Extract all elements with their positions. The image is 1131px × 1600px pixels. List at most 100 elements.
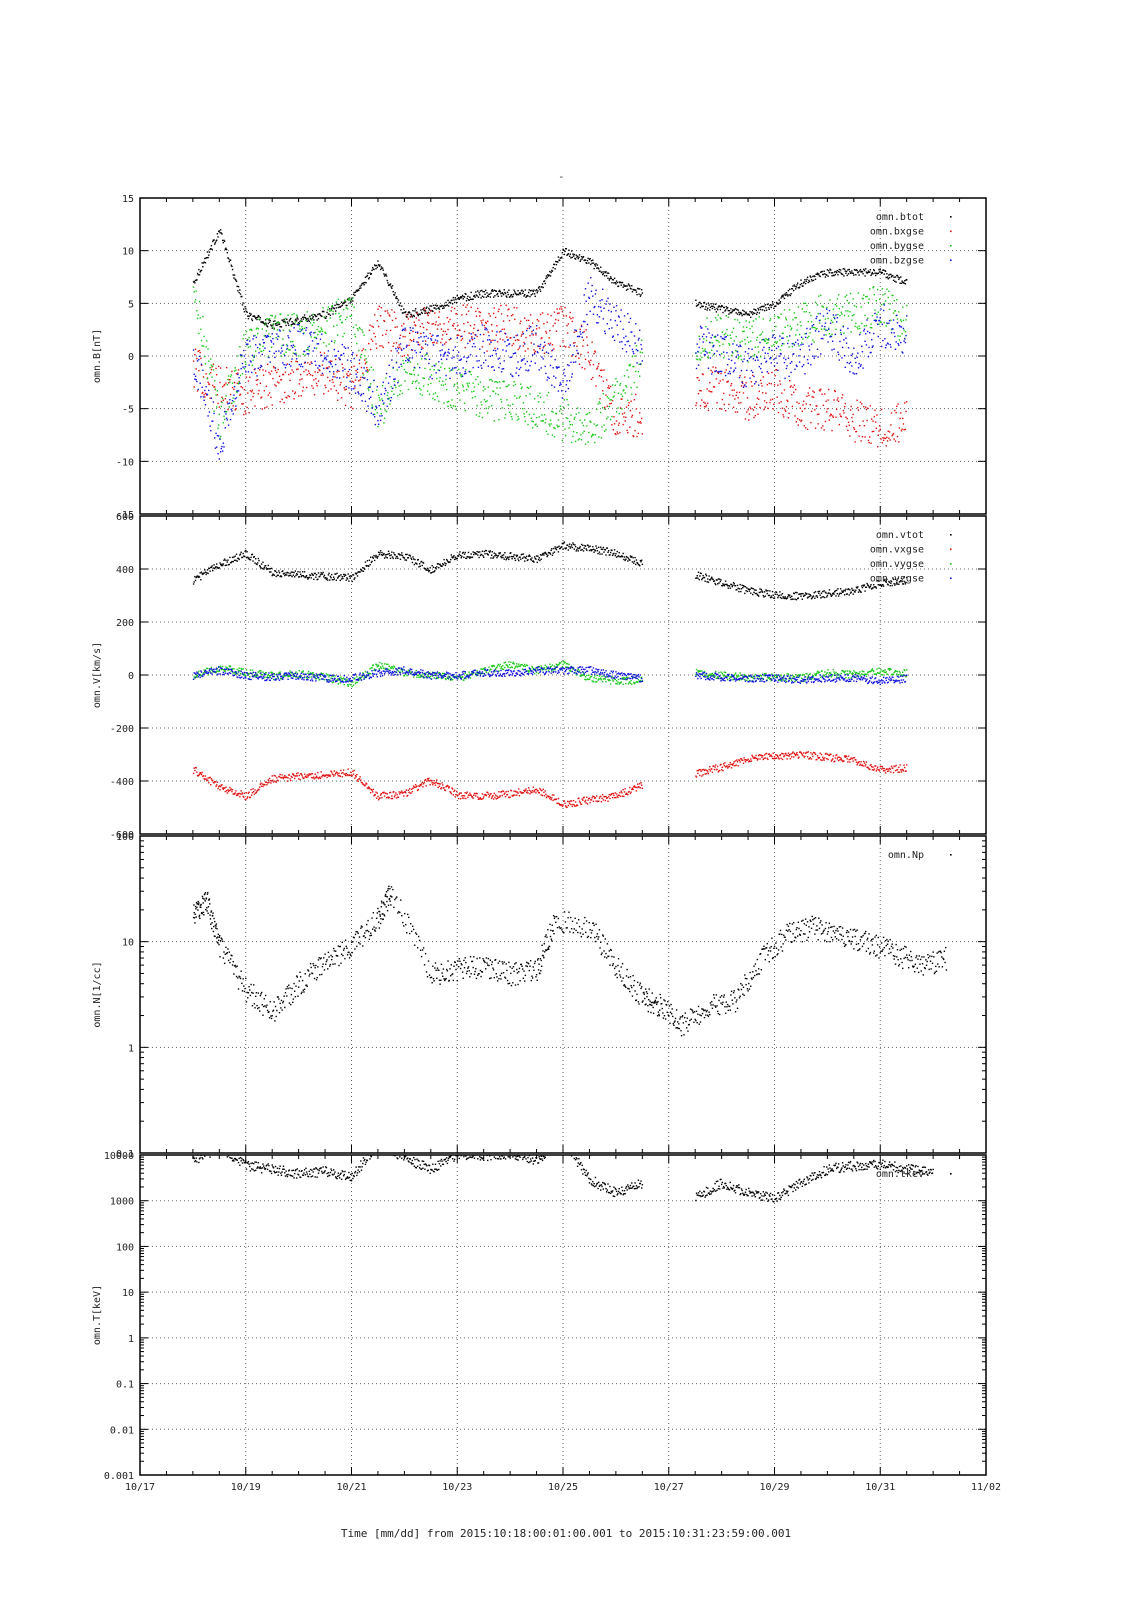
data-point xyxy=(426,567,429,570)
data-point xyxy=(625,386,628,388)
data-point xyxy=(745,382,747,384)
data-point xyxy=(721,331,724,333)
data-point xyxy=(342,376,345,378)
data-point xyxy=(492,296,495,298)
data-point xyxy=(770,306,772,309)
data-point xyxy=(758,390,761,393)
data-point xyxy=(332,576,335,578)
data-point xyxy=(627,313,629,315)
data-point xyxy=(389,283,392,285)
data-point xyxy=(287,314,289,316)
data-point xyxy=(740,385,743,387)
data-point xyxy=(564,375,566,377)
data-point xyxy=(633,560,636,563)
data-point xyxy=(355,369,357,372)
data-point xyxy=(699,358,701,360)
data-point xyxy=(422,332,425,334)
data-point xyxy=(373,332,375,335)
data-point xyxy=(391,309,393,311)
data-point xyxy=(453,356,455,358)
data-point xyxy=(729,372,731,375)
data-point xyxy=(779,349,782,351)
data-point xyxy=(469,371,472,373)
data-point xyxy=(578,547,581,549)
data-point xyxy=(461,384,464,386)
data-point xyxy=(533,352,536,354)
data-point xyxy=(859,401,862,403)
data-point xyxy=(793,353,795,355)
data-point xyxy=(270,571,272,573)
data-point xyxy=(257,314,260,317)
data-point xyxy=(763,400,766,402)
data-point xyxy=(561,412,563,415)
data-point xyxy=(580,259,582,261)
data-point xyxy=(709,306,712,308)
data-point xyxy=(559,384,561,386)
data-point xyxy=(347,573,349,575)
data-point xyxy=(239,553,242,555)
data-point xyxy=(699,359,702,361)
data-point xyxy=(720,306,722,308)
data-point xyxy=(268,571,271,573)
data-point xyxy=(486,400,488,402)
data-point xyxy=(464,409,466,412)
data-point xyxy=(218,413,221,416)
data-point xyxy=(615,310,617,312)
data-point xyxy=(241,304,244,306)
data-point xyxy=(412,314,415,317)
data-point xyxy=(872,287,874,289)
data-point xyxy=(739,344,741,346)
data-point xyxy=(729,334,731,336)
data-point xyxy=(757,594,759,596)
data-point xyxy=(563,345,566,347)
data-point xyxy=(546,394,548,397)
data-point xyxy=(629,345,631,347)
data-point xyxy=(303,571,306,573)
data-point xyxy=(474,296,476,298)
data-point xyxy=(307,348,309,351)
data-point xyxy=(724,409,727,412)
data-point xyxy=(795,364,798,367)
data-point xyxy=(529,555,531,557)
data-point xyxy=(893,299,895,302)
data-point xyxy=(781,343,784,345)
data-point xyxy=(253,354,256,357)
data-point xyxy=(242,337,244,340)
data-point xyxy=(522,402,525,404)
data-point xyxy=(220,400,223,403)
data-point xyxy=(798,355,800,357)
data-point xyxy=(583,294,585,296)
data-point xyxy=(752,313,754,316)
data-point xyxy=(724,580,727,582)
data-point xyxy=(824,328,826,330)
data-point xyxy=(592,434,595,436)
data-point xyxy=(238,380,240,383)
data-point xyxy=(608,279,611,281)
data-point xyxy=(420,358,423,360)
data-point xyxy=(839,269,842,271)
data-point xyxy=(292,571,294,573)
data-point xyxy=(590,549,592,551)
data-point xyxy=(376,320,379,322)
data-point xyxy=(438,361,440,363)
data-point xyxy=(887,296,889,299)
data-point xyxy=(832,314,835,316)
data-point xyxy=(888,274,890,276)
data-point xyxy=(710,369,712,372)
data-point xyxy=(809,404,811,406)
data-point xyxy=(327,579,329,581)
data-point xyxy=(564,306,566,309)
data-point xyxy=(264,321,267,324)
data-point xyxy=(900,341,902,344)
data-point xyxy=(497,358,499,360)
data-point xyxy=(707,328,709,330)
data-point xyxy=(508,308,510,310)
data-point xyxy=(755,589,757,591)
data-point xyxy=(773,403,775,406)
data-point xyxy=(445,563,447,565)
data-point xyxy=(497,295,499,298)
data-point xyxy=(485,289,487,292)
data-point xyxy=(874,312,876,315)
data-point xyxy=(790,385,792,387)
data-point xyxy=(763,408,765,411)
